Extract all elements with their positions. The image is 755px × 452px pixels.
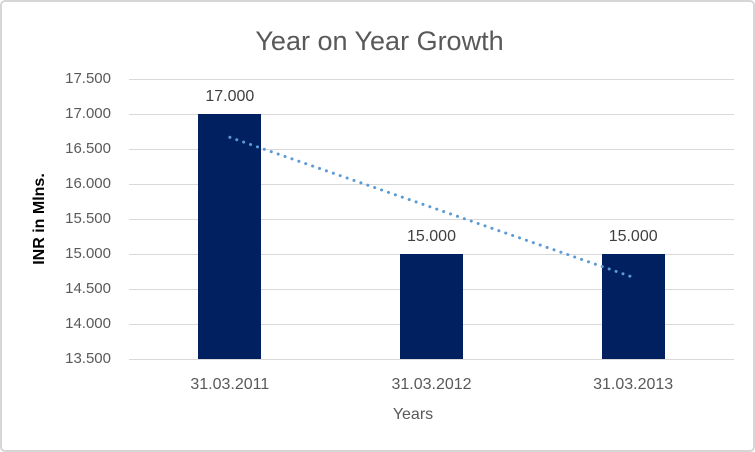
bar-value-label: 17.000: [205, 88, 255, 105]
y-axis-tick-label: 16.000: [65, 175, 111, 192]
chart-title: Year on Year Growth: [255, 26, 504, 56]
gridline: [129, 114, 734, 115]
bar-31.03.2013: [601, 254, 665, 359]
y-axis-tick-label: 15.500: [65, 210, 111, 227]
x-axis-tick-label: 31.03.2013: [593, 376, 674, 393]
bar-31.03.2012: [400, 254, 463, 359]
y-axis-tick-label: 15.000: [65, 245, 111, 262]
bar-value-label: 15.000: [407, 228, 456, 245]
y-axis-tick-label: 14.500: [65, 280, 111, 297]
y-axis-tick-label: 17.500: [65, 70, 111, 87]
y-axis-tick-label: 16.500: [65, 140, 111, 157]
bar-31.03.2011: [198, 114, 262, 359]
bar-value-label: 15.000: [608, 228, 658, 245]
y-axis-tick-label: 17.000: [65, 105, 111, 122]
x-axis-tick-label: 31.03.2011: [190, 376, 270, 393]
gridline: [129, 359, 734, 360]
y-axis-tick-label: 14.000: [65, 315, 111, 332]
x-axis-tick-label: 31.03.2012: [391, 376, 472, 393]
x-axis-title: Years: [392, 406, 434, 423]
gridline: [129, 79, 734, 80]
y-axis-tick-label: 13.500: [65, 350, 111, 367]
